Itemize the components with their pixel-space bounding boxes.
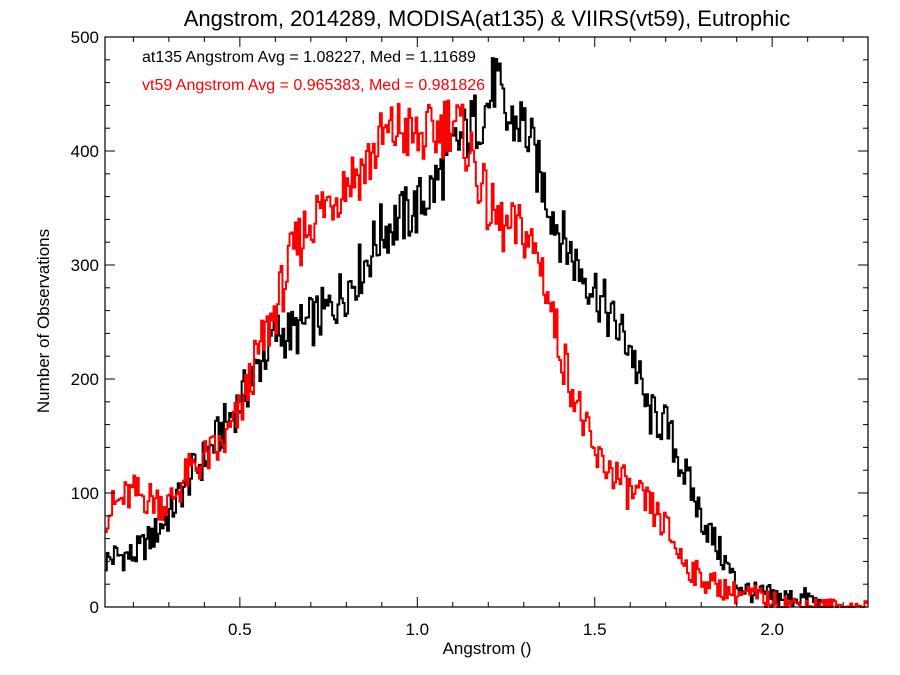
x-tick-label: 1.0 xyxy=(405,620,429,639)
y-tick-label: 200 xyxy=(71,370,99,389)
x-axis-label: Angstrom () xyxy=(443,639,532,658)
ticks-layer: 0.5 1.0 1.5 2.0 0 100 200 300 400 500 xyxy=(71,28,868,639)
series-at135 xyxy=(105,57,826,608)
y-tick-label: 100 xyxy=(71,484,99,503)
y-tick-label: 300 xyxy=(71,256,99,275)
annotation-at135: at135 Angstrom Avg = 1.08227, Med = 1.11… xyxy=(142,49,476,66)
series-layer xyxy=(105,57,868,608)
y-axis-label: Number of Observations xyxy=(34,229,53,413)
y-tick-label: 400 xyxy=(71,142,99,161)
chart-title: Angstrom, 2014289, MODISA(at135) & VIIRS… xyxy=(184,6,791,31)
plot-frame xyxy=(104,36,869,608)
series-vt59 xyxy=(105,99,868,608)
x-tick-label: 2.0 xyxy=(760,620,784,639)
x-tick-label: 1.5 xyxy=(583,620,607,639)
y-tick-label: 500 xyxy=(71,28,99,47)
x-tick-label: 0.5 xyxy=(228,620,252,639)
y-tick-label: 0 xyxy=(90,598,99,617)
annotation-vt59: vt59 Angstrom Avg = 0.965383, Med = 0.98… xyxy=(142,77,485,94)
